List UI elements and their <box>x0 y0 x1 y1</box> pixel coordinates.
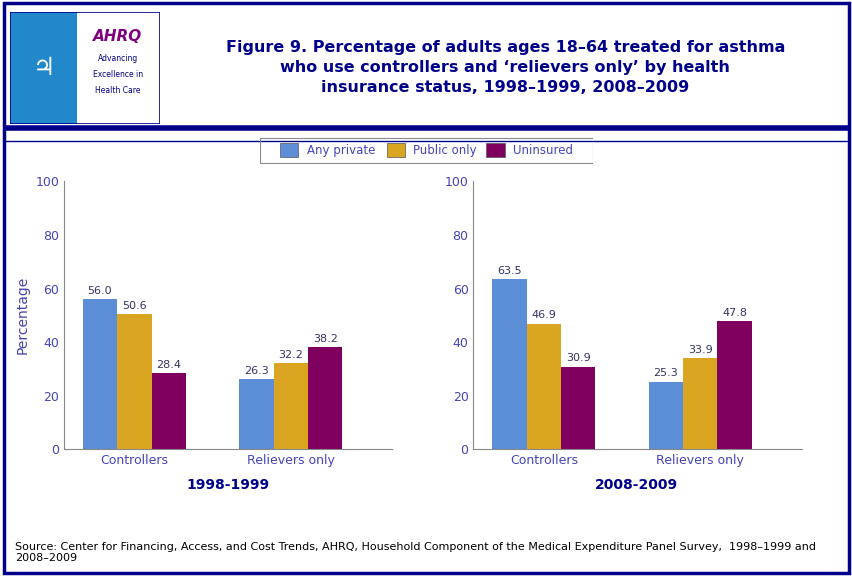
Text: Source: Center for Financing, Access, and Cost Trends, AHRQ, Household Component: Source: Center for Financing, Access, an… <box>15 541 815 563</box>
Text: Figure 9. Percentage of adults ages 18–64 treated for asthma
who use controllers: Figure 9. Percentage of adults ages 18–6… <box>226 40 784 95</box>
Text: Uninsured: Uninsured <box>512 144 573 157</box>
Text: 47.8: 47.8 <box>722 308 746 318</box>
Text: Public only: Public only <box>412 144 476 157</box>
Text: 28.4: 28.4 <box>156 360 181 370</box>
Bar <box>526 324 561 449</box>
Text: 46.9: 46.9 <box>531 310 556 320</box>
Bar <box>682 358 717 449</box>
Text: 1998-1999: 1998-1999 <box>186 478 269 492</box>
Text: 32.2: 32.2 <box>278 350 302 360</box>
Bar <box>308 347 342 449</box>
Text: 38.2: 38.2 <box>313 334 337 344</box>
Text: Health Care: Health Care <box>95 86 141 94</box>
Bar <box>239 379 273 449</box>
Text: Advancing: Advancing <box>97 54 138 63</box>
Bar <box>486 143 504 157</box>
Text: 56.0: 56.0 <box>88 286 112 296</box>
Bar <box>717 321 751 449</box>
Text: 33.9: 33.9 <box>687 345 711 355</box>
Bar <box>492 279 526 449</box>
Text: 26.3: 26.3 <box>244 366 268 376</box>
Bar <box>117 314 152 449</box>
Bar <box>279 143 298 157</box>
Text: ♃: ♃ <box>32 56 55 79</box>
Text: Excellence in: Excellence in <box>93 70 142 79</box>
Bar <box>83 300 117 449</box>
Bar <box>561 366 595 449</box>
Text: 25.3: 25.3 <box>653 368 677 378</box>
Text: Any private: Any private <box>307 144 375 157</box>
Bar <box>273 363 308 449</box>
Bar <box>10 12 78 124</box>
Text: 30.9: 30.9 <box>565 353 590 363</box>
Text: 63.5: 63.5 <box>497 266 521 276</box>
Bar <box>648 381 682 449</box>
Text: AHRQ: AHRQ <box>93 29 142 44</box>
Text: 2008-2009: 2008-2009 <box>594 478 677 492</box>
Y-axis label: Percentage: Percentage <box>15 276 30 354</box>
Bar <box>152 373 186 449</box>
Bar <box>386 143 405 157</box>
Text: 50.6: 50.6 <box>122 301 147 310</box>
